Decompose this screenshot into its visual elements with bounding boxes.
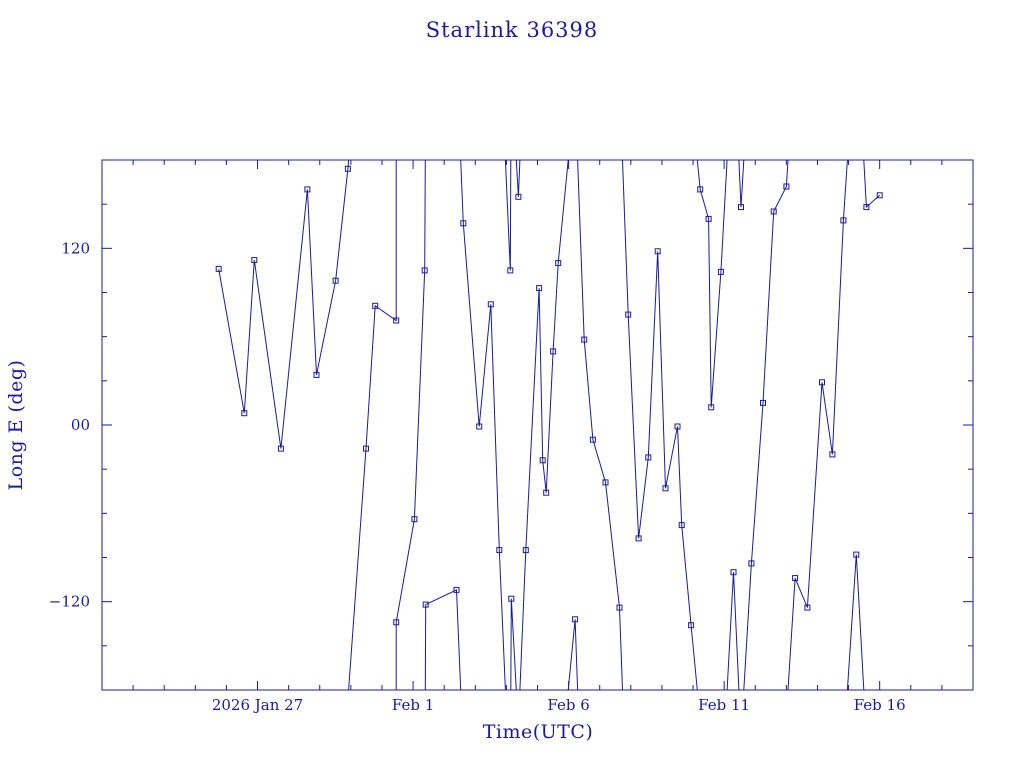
data-point [819,379,825,386]
y-tick-label: −120 [49,593,90,611]
data-point [539,457,546,464]
x-tick-label: 2026 Jan 27 [212,696,303,714]
data-point [572,616,579,623]
data-point [748,560,755,567]
x-tick-label: Feb 16 [854,696,906,714]
data-point [555,260,562,267]
axis-ticks [101,159,974,691]
data-point [496,547,503,554]
data-point [589,436,596,443]
data-point [738,204,744,211]
chart-title: Starlink 36398 [426,18,599,42]
x-tick-label: Feb 1 [392,696,434,714]
data-point [251,257,258,264]
x-axis-label: Time(UTC) [483,721,594,743]
y-tick-labels: 120 00 −120 [49,239,90,610]
x-tick-labels: 2026 Jan 27 Feb 1 Feb 6 Feb 11 Feb 16 [212,696,906,714]
data-point [645,454,652,461]
data-point [717,268,724,275]
data-point [332,277,339,284]
y-tick-label: 120 [61,239,90,257]
data-point [487,301,494,308]
data-series [218,160,881,690]
data-point [635,535,642,542]
data-point [792,575,799,582]
data-point [550,348,557,355]
data-point [363,445,369,452]
data-point [393,317,400,324]
data-point [674,423,681,430]
data-point [863,204,870,211]
data-point [581,336,588,343]
data-point [522,547,529,554]
data-point [304,186,311,193]
x-tick-label: Feb 6 [547,696,589,714]
data-point [876,192,883,199]
data-point [372,302,379,309]
data-point [543,489,550,496]
data-point [760,399,766,406]
data-point [508,595,515,602]
data-point [515,193,522,200]
data-point [804,604,811,611]
data-point [783,183,790,190]
data-point [422,601,429,608]
data-point [697,186,704,193]
data-point [241,410,248,417]
data-point [313,371,320,378]
data-point [829,451,836,458]
data-point [840,217,847,224]
data-point [460,220,467,227]
data-point [602,479,609,486]
data-point [393,619,400,626]
data-point [507,267,514,274]
data-point [708,404,715,411]
data-point [215,265,222,272]
data-point [421,267,428,274]
data-point [344,165,351,172]
data-point [688,622,695,629]
data-point [678,522,685,529]
data-point [770,208,777,215]
y-tick-label: 00 [71,416,90,434]
data-point [476,423,483,430]
data-point [536,285,543,292]
data-point [654,248,661,255]
data-point [411,516,418,523]
data-point [616,604,623,611]
y-axis-label: Long E (deg) [5,360,27,491]
data-point [853,551,860,558]
data-point [453,586,460,593]
data-point [277,445,284,452]
data-point [705,215,712,222]
x-tick-label: Feb 11 [698,696,750,714]
data-point [625,311,632,318]
data-markers [215,165,883,629]
data-point [662,485,669,492]
data-point [730,569,737,576]
series-line [218,160,881,690]
